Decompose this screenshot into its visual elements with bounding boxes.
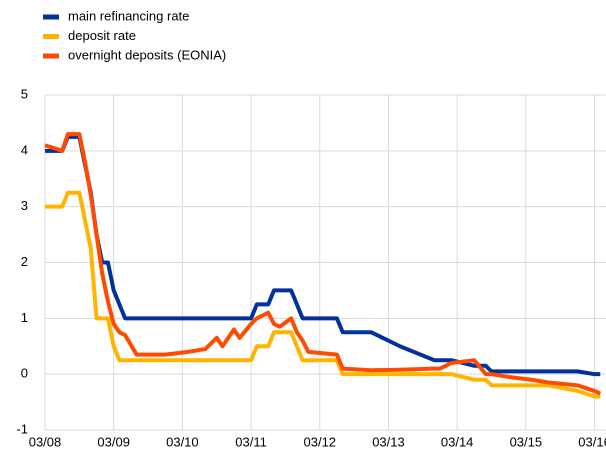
legend-label: deposit rate — [68, 28, 136, 43]
y-tick-label: 1 — [21, 310, 28, 325]
series-line — [45, 190, 601, 399]
x-tick-label: 03/11 — [235, 434, 267, 449]
series-line — [45, 134, 601, 377]
x-tick-label: 03/13 — [372, 434, 405, 449]
x-tick-label: 03/15 — [510, 434, 543, 449]
x-tick-label: 03/09 — [97, 434, 130, 449]
y-tick-label: 0 — [21, 366, 28, 381]
y-tick-label: 3 — [21, 198, 28, 213]
y-tick-label: 2 — [21, 254, 28, 269]
x-tick-label: 03/14 — [441, 434, 474, 449]
y-tick-label: 4 — [21, 142, 28, 157]
y-tick-label: 5 — [21, 86, 28, 101]
y-tick-label: -1 — [16, 421, 28, 436]
legend-label: overnight deposits (EONIA) — [68, 47, 226, 62]
legend-swatch — [43, 14, 59, 20]
x-tick-label: 03/10 — [166, 434, 199, 449]
legend-label: main refinancing rate — [68, 8, 189, 23]
legend-swatch — [43, 53, 59, 59]
x-tick-label: 03/16 — [578, 434, 606, 449]
series-line — [44, 132, 602, 396]
x-tick-label: 03/12 — [304, 434, 337, 449]
legend-swatch — [43, 34, 59, 39]
x-tick-label: 03/08 — [29, 434, 62, 449]
